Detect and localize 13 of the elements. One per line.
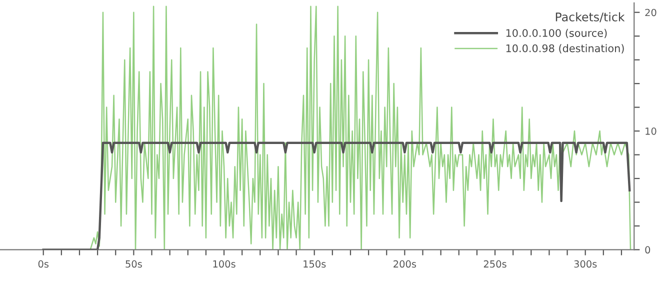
legend-title: Packets/tick <box>556 12 625 22</box>
y-tick-label: 0 <box>645 246 650 254</box>
x-tick-label: 200s <box>394 260 416 268</box>
x-tick-label: 0s <box>38 260 49 268</box>
x-tick-label: 100s <box>213 260 236 268</box>
x-tick-label: 250s <box>484 260 506 268</box>
x-tick-label: 300s <box>574 260 597 268</box>
x-tick-label: 150s <box>304 260 326 268</box>
legend-label: 10.0.0.100 (source) <box>506 28 607 38</box>
y-tick-label: 10 <box>646 128 656 135</box>
x-tick-label: 50s <box>126 260 142 268</box>
legend-label: 10.0.0.98 (destination) <box>506 44 624 54</box>
y-tick-label: 20 <box>645 8 656 16</box>
